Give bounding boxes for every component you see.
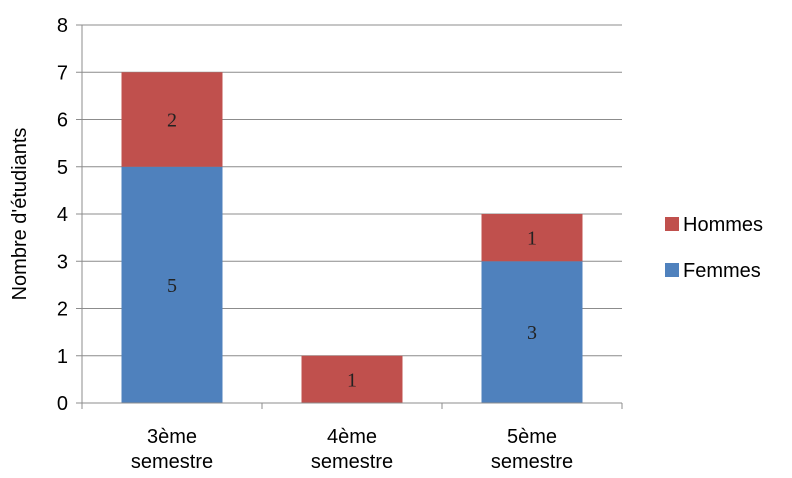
bar-hommes — [301, 355, 403, 403]
data-label: 5 — [167, 275, 177, 297]
y-axis-title: Nombre d'étudiants — [9, 128, 31, 301]
y-tick-label: 4 — [57, 204, 68, 226]
y-tick-label: 2 — [57, 299, 68, 321]
bars: 5 2 1 3 1 — [121, 72, 583, 403]
data-label: 1 — [527, 228, 537, 250]
data-label: 1 — [347, 369, 357, 391]
bar-hommes — [121, 72, 223, 167]
y-tick-label: 3 — [57, 251, 68, 273]
y-tick-label: 1 — [57, 346, 68, 368]
bar-femmes — [121, 166, 223, 403]
data-label: 2 — [167, 110, 177, 132]
legend-label-femmes: Femmes — [683, 260, 761, 282]
x-tick-label: 3ème semestre — [131, 426, 213, 473]
legend-label-hommes: Hommes — [683, 214, 763, 236]
y-tick-labels: 0 1 2 3 4 5 6 7 8 — [57, 15, 68, 415]
y-tick-label: 7 — [57, 62, 68, 84]
y-tick-label: 8 — [57, 15, 68, 37]
y-tick-label: 6 — [57, 110, 68, 132]
data-label: 3 — [527, 322, 537, 344]
y-tick-label: 0 — [57, 393, 68, 415]
legend-swatch-hommes — [665, 217, 679, 231]
legend-swatch-femmes — [665, 263, 679, 277]
y-tick-label: 5 — [57, 157, 68, 179]
x-tick-labels: 3ème semestre 4ème semestre 5ème semestre — [131, 426, 573, 473]
x-tick-label: 5ème semestre — [491, 426, 573, 473]
legend: Hommes Femmes — [665, 214, 763, 282]
bar-hommes — [481, 214, 583, 262]
x-tick-label: 4ème semestre — [311, 426, 393, 473]
bar-femmes — [481, 261, 583, 403]
axes — [76, 24, 623, 409]
